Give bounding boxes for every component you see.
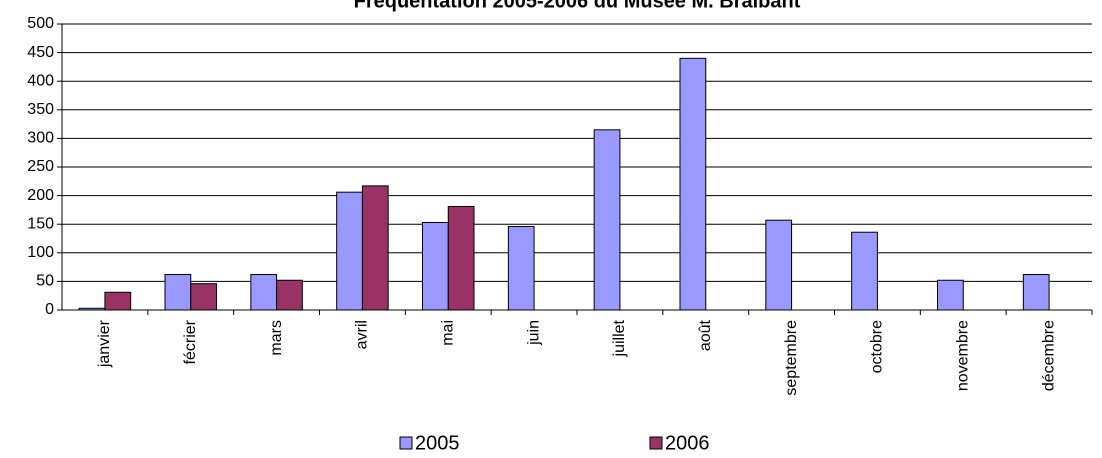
y-tick-label: 450 xyxy=(27,44,54,61)
x-tick-label: mai xyxy=(439,320,456,346)
y-tick-label: 50 xyxy=(36,273,54,290)
bar xyxy=(164,274,192,311)
y-tick-label: 200 xyxy=(27,187,54,204)
bar xyxy=(190,283,217,311)
y-tick-label: 250 xyxy=(27,158,54,175)
bar xyxy=(336,191,363,311)
x-tick-label: juin xyxy=(525,320,542,346)
legend-swatch xyxy=(399,436,413,450)
y-tick-label: 500 xyxy=(27,15,54,32)
bar xyxy=(447,205,475,311)
chart-title: Fréquentation 2005-2006 du Musée M. Brai… xyxy=(354,0,801,12)
x-tick-label: mars xyxy=(268,320,285,356)
x-tick-label: octobre xyxy=(869,320,886,373)
legend-label: 2005 xyxy=(415,432,460,454)
bar xyxy=(1022,274,1050,311)
y-tick-label: 400 xyxy=(27,72,54,89)
bar xyxy=(361,185,389,311)
y-tick-label: 300 xyxy=(27,130,54,147)
bar xyxy=(765,219,793,311)
bar xyxy=(78,307,106,311)
bar xyxy=(851,231,878,311)
x-tick-label: décembre xyxy=(1040,320,1057,391)
y-tick-label: 350 xyxy=(27,101,54,118)
bar xyxy=(104,291,132,311)
x-tick-label: fécrier xyxy=(182,319,199,364)
bar xyxy=(507,225,535,311)
bar xyxy=(250,274,278,311)
bar xyxy=(679,57,707,311)
y-tick-label: 0 xyxy=(45,301,54,318)
x-tick-label: janvier xyxy=(96,319,113,368)
y-tick-label: 150 xyxy=(27,215,54,232)
bar xyxy=(422,221,449,311)
x-tick-label: août xyxy=(697,319,714,351)
y-tick-label: 100 xyxy=(27,244,54,261)
legend-swatch xyxy=(649,436,663,450)
x-tick-label: novembre xyxy=(954,320,971,391)
bar xyxy=(276,279,303,311)
x-tick-label: septembre xyxy=(783,320,800,396)
x-tick-label: avril xyxy=(354,320,371,349)
bar xyxy=(937,279,964,311)
bar xyxy=(593,129,621,311)
legend-label: 2006 xyxy=(665,432,710,454)
x-tick-label: juillet xyxy=(611,319,628,357)
